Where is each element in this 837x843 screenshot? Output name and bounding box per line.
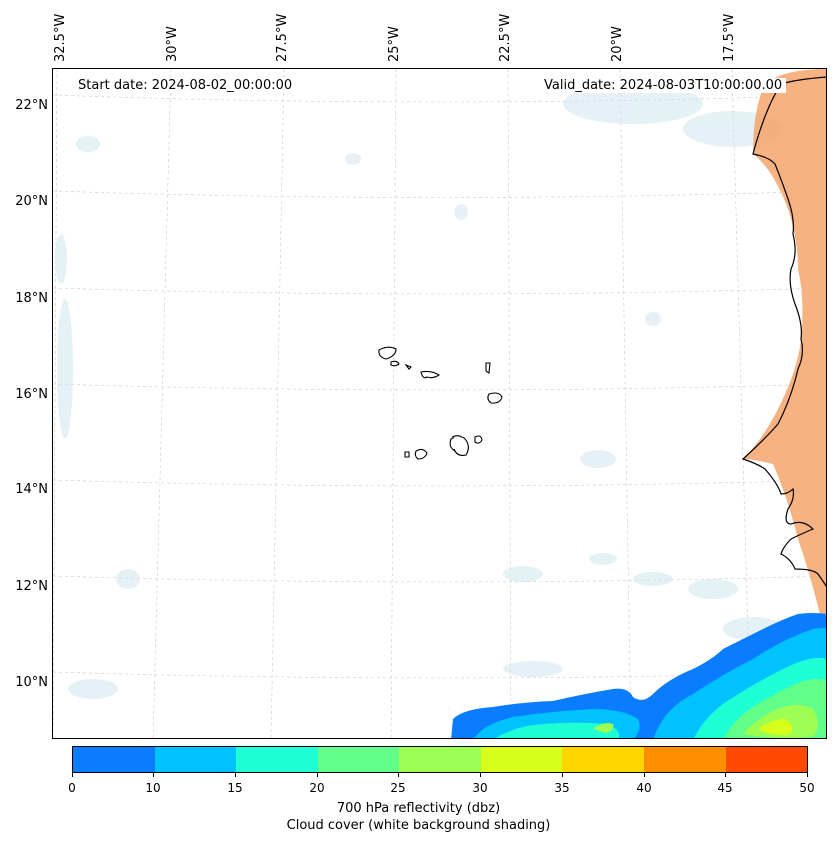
lat-label-14n: 14°N: [15, 482, 48, 497]
lon-label-22-5w: 22.5°W: [498, 13, 513, 62]
lon-label-17-5w: 17.5°W: [722, 13, 737, 62]
colorbar-tick-label: 0: [68, 781, 76, 795]
colorbar-tick-label: 35: [554, 781, 570, 795]
colorbar-tickmark: [725, 773, 726, 777]
start-date-text: Start date: 2024-08-02_00:00:00: [74, 78, 297, 93]
lon-label-27-5w: 27.5°W: [275, 13, 290, 62]
colorbar-tick-label: 15: [227, 781, 243, 795]
colorbar-tick-label: 45: [717, 781, 733, 795]
colorbar-tick-label: 20: [309, 781, 325, 795]
cloud-cover-shading: [55, 84, 783, 699]
lon-label-25w: 25°W: [387, 26, 402, 62]
lat-label-16n: 16°N: [15, 387, 48, 402]
colorbar-tickmark: [807, 773, 808, 777]
colorbar-segment-4: [399, 747, 481, 772]
colorbar-segment-2: [236, 747, 318, 772]
colorbar-tick-label: 40: [636, 781, 652, 795]
colorbar-tick-label: 30: [472, 781, 488, 795]
cape-verde-islands: [378, 346, 503, 460]
colorbar-tickmark: [562, 773, 563, 777]
lat-label-22n: 22°N: [15, 98, 48, 113]
colorbar-tick-label: 10: [145, 781, 161, 795]
lon-label-20w: 20°W: [610, 26, 625, 62]
map-panel: [52, 68, 827, 739]
lon-label-30w: 30°W: [165, 26, 180, 62]
colorbar-tickmark: [398, 773, 399, 777]
lat-label-20n: 20°N: [15, 194, 48, 209]
lon-label-32-5w: 32.5°W: [53, 13, 68, 62]
colorbar-segment-8: [725, 747, 808, 772]
colorbar-segment-0: [73, 747, 155, 772]
valid-date-text: Valid_date: 2024-08-03T10:00:00.00: [540, 78, 787, 93]
lat-label-18n: 18°N: [15, 291, 48, 306]
colorbar-label-cloud-cover: Cloud cover (white background shading): [286, 818, 551, 833]
colorbar: [72, 746, 808, 773]
colorbar-segment-6: [562, 747, 644, 772]
colorbar-segment-5: [480, 747, 563, 772]
colorbar-tickmark: [72, 773, 73, 777]
colorbar-tick-label: 50: [799, 781, 815, 795]
reflectivity-field: [451, 613, 826, 738]
graticule: [53, 69, 826, 738]
colorbar-tickmark: [235, 773, 236, 777]
colorbar-tickmark: [153, 773, 154, 777]
colorbar-tick-label: 25: [390, 781, 406, 795]
colorbar-tickmark: [644, 773, 645, 777]
land-shading: [743, 69, 826, 629]
colorbar-segment-7: [643, 747, 726, 772]
map-canvas: [53, 69, 826, 738]
colorbar-label-reflectivity: 700 hPa reflectivity (dbz): [336, 801, 501, 816]
lat-label-10n: 10°N: [15, 675, 48, 690]
coastline: [741, 76, 826, 587]
colorbar-tickmark: [480, 773, 481, 777]
colorbar-segment-1: [154, 747, 237, 772]
colorbar-segment-3: [317, 747, 400, 772]
lat-label-12n: 12°N: [15, 579, 48, 594]
colorbar-tickmark: [317, 773, 318, 777]
